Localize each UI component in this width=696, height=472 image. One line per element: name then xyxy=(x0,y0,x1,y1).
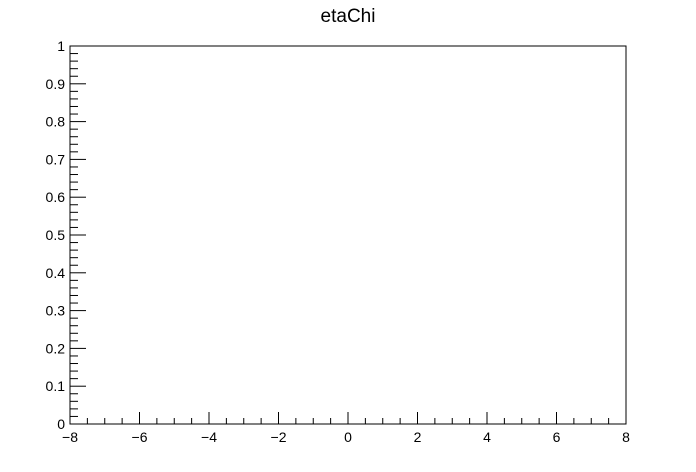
y-tick-label: 0 xyxy=(57,416,65,432)
y-tick-label: 0.4 xyxy=(46,265,66,281)
y-tick-label: 0.7 xyxy=(46,151,66,167)
y-axis: 0 0.1 0.2 0.3 0.4 0.5 0.6 0.7 0.8 0.9 1 xyxy=(46,38,86,432)
x-tick-label: 6 xyxy=(553,429,561,445)
x-axis: −8 −6 −4 −2 0 2 4 6 8 xyxy=(62,412,630,445)
y-tick-label: 0.9 xyxy=(46,76,66,92)
y-tick-label: 0.6 xyxy=(46,189,66,205)
y-tick-label: 1 xyxy=(57,38,65,54)
plot-frame xyxy=(69,45,627,425)
x-tick-label: 0 xyxy=(344,429,352,445)
x-tick-label: 2 xyxy=(414,429,422,445)
y-tick-label: 0.1 xyxy=(46,378,66,394)
x-tick-label: −2 xyxy=(271,429,287,445)
x-tick-label: −4 xyxy=(201,429,217,445)
y-tick-label: 0.8 xyxy=(46,114,66,130)
chart-title: etaChi xyxy=(320,6,376,27)
y-tick-label: 0.3 xyxy=(46,303,66,319)
x-tick-label: 8 xyxy=(622,429,630,445)
x-tick-label: −6 xyxy=(132,429,148,445)
y-tick-label: 0.2 xyxy=(46,340,66,356)
y-tick-label: 0.5 xyxy=(46,227,66,243)
x-tick-label: 4 xyxy=(483,429,491,445)
x-tick-label: −8 xyxy=(62,429,78,445)
